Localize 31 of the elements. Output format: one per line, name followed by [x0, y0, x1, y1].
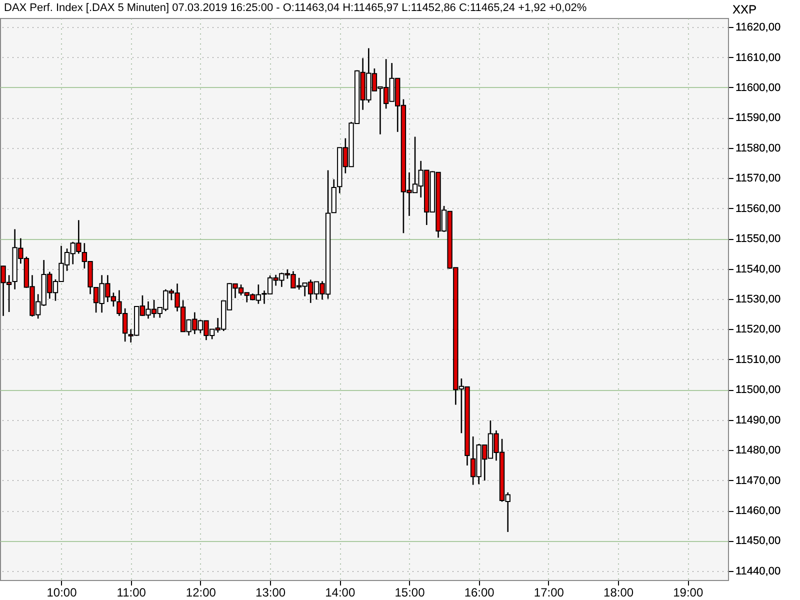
x-tick-label: 16:00 [464, 586, 495, 600]
x-tick-label: 17:00 [534, 586, 564, 600]
y-tick-label: 11530,00 [736, 294, 781, 306]
y-tick-label: 11570,00 [736, 172, 781, 185]
y-tick-label: 11490,00 [736, 414, 781, 426]
y-axis-title: XXP [732, 2, 757, 16]
y-tick-label: 11450,00 [736, 535, 781, 548]
y-tick-label: 11610,00 [736, 52, 781, 64]
x-tick-label: 12:00 [186, 586, 216, 600]
x-tick-label: 11:00 [116, 586, 146, 600]
y-tick-label: 11620,00 [736, 22, 781, 34]
x-tick-label: 19:00 [673, 586, 704, 600]
x-tick-label: 14:00 [325, 586, 356, 600]
x-tick-label: 15:00 [394, 586, 426, 600]
y-tick-label: 11460,00 [736, 505, 781, 518]
y-tick-label: 11590,00 [736, 112, 781, 124]
x-tick-label: 13:00 [256, 586, 286, 600]
y-tick-label: 11600,00 [736, 82, 781, 94]
y-tick-label: 11510,00 [736, 354, 781, 366]
x-tick-label: 18:00 [604, 586, 634, 600]
y-tick-label: 11480,00 [736, 444, 781, 457]
y-tick-label: 11550,00 [736, 233, 781, 246]
y-tick-label: 11520,00 [736, 324, 781, 336]
y-tick-label: 11440,00 [736, 565, 781, 578]
x-tick-label: 10:00 [46, 586, 78, 600]
y-tick-label: 11470,00 [736, 474, 781, 487]
y-tick-label: 11560,00 [736, 202, 781, 215]
chart-title: DAX Perf. Index [.DAX 5 Minuten] 07.03.2019 16:25:00 - O:11463,04 H:11465,97 L:11452,86 C:11465,24 +1,92 +0,02% [4, 2, 587, 14]
y-tick-label: 11540,00 [736, 263, 781, 276]
y-tick-label: 11580,00 [736, 142, 781, 154]
y-tick-label: 11500,00 [736, 384, 781, 396]
